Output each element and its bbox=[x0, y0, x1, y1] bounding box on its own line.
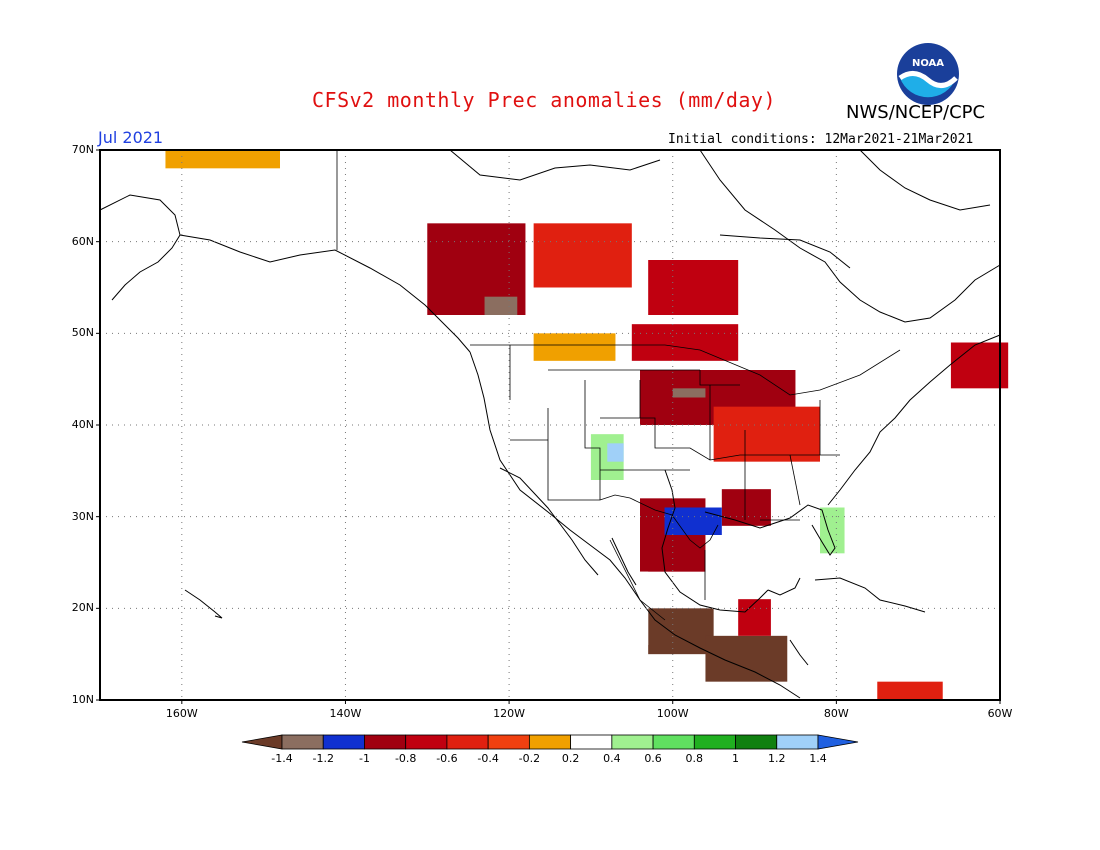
colorbar-label: -0.4 bbox=[477, 752, 499, 765]
colorbar-label: 0.2 bbox=[561, 752, 580, 765]
anomaly-cell-7 bbox=[713, 406, 820, 462]
colorbar-right-arrow bbox=[817, 734, 859, 750]
anomaly-cell-12 bbox=[705, 635, 788, 682]
anomaly-cell-19 bbox=[165, 150, 280, 169]
colorbar-label: 0.4 bbox=[603, 752, 621, 765]
colorbar-label: 0.8 bbox=[685, 752, 704, 765]
colorbar-left-arrow bbox=[241, 734, 283, 750]
anomaly-cell-2 bbox=[533, 223, 632, 288]
noaa-logo: NOAA bbox=[897, 43, 959, 105]
colorbar-box bbox=[322, 734, 365, 750]
lon-label: 80W bbox=[823, 707, 849, 720]
colorbar-box bbox=[405, 734, 448, 750]
colorbar-label: 1.2 bbox=[768, 752, 786, 765]
anomaly-cell-1 bbox=[484, 296, 518, 315]
colorbar-label: -1 bbox=[358, 752, 370, 765]
noaa-logo-text: NOAA bbox=[912, 58, 944, 69]
colorbar-box bbox=[364, 734, 407, 750]
colorbar-label: 1.4 bbox=[809, 752, 827, 765]
colorbar-label: 1 bbox=[732, 752, 740, 765]
lon-label: 160W bbox=[165, 707, 198, 720]
anomaly-cell-14 bbox=[950, 342, 1009, 389]
colorbar bbox=[241, 734, 859, 750]
lat-label: 70N bbox=[71, 143, 94, 156]
axis-ticks bbox=[96, 149, 1001, 704]
lon-label: 100W bbox=[656, 707, 689, 720]
lon-label: 140W bbox=[329, 707, 362, 720]
colorbar-box bbox=[735, 734, 778, 750]
colorbar-box bbox=[446, 734, 489, 750]
chart-title: CFSv2 monthly Prec anomalies (mm/day) bbox=[312, 88, 777, 112]
graticule bbox=[100, 150, 1000, 700]
lon-label: 120W bbox=[493, 707, 526, 720]
colorbar-box bbox=[611, 734, 654, 750]
political-borders bbox=[336, 150, 901, 621]
forecast-month: Jul 2021 bbox=[98, 128, 164, 147]
colorbar-label: -0.8 bbox=[394, 752, 417, 765]
colorbar-box bbox=[281, 734, 324, 750]
anomaly-cell-3 bbox=[648, 260, 739, 315]
colorbar-box bbox=[693, 734, 736, 750]
lat-label: 50N bbox=[71, 326, 94, 340]
anomaly-cell-6 bbox=[672, 388, 706, 398]
lat-label: 20N bbox=[71, 601, 94, 615]
colorbar-label: -1.4 bbox=[271, 752, 293, 765]
colorbar-label: -0.2 bbox=[518, 752, 541, 765]
colorbar-box bbox=[487, 734, 530, 750]
anomaly-cell-11 bbox=[648, 608, 714, 655]
lat-label: 60N bbox=[71, 234, 94, 248]
colorbar-label: -1.2 bbox=[312, 752, 334, 765]
anomaly-cell-10 bbox=[664, 507, 722, 535]
colorbar-box bbox=[652, 734, 695, 750]
colorbar-box bbox=[570, 734, 613, 750]
colorbar-box bbox=[776, 734, 819, 750]
lat-label: 40N bbox=[71, 418, 94, 431]
anomaly-cell-18 bbox=[533, 333, 616, 361]
anomaly-cell-17 bbox=[607, 443, 624, 462]
colorbar-label: -0.6 bbox=[436, 752, 458, 765]
lat-label: 30N bbox=[71, 509, 94, 523]
anomaly-cell-15 bbox=[877, 681, 943, 700]
colorbar-label: 0.6 bbox=[644, 752, 662, 765]
organization-label: NWS/NCEP/CPC bbox=[846, 102, 986, 123]
anomaly-cell-4 bbox=[631, 324, 739, 361]
colorbar-box bbox=[528, 734, 572, 750]
initial-conditions: Initial conditions: 12Mar2021-21Mar2021 bbox=[668, 132, 974, 147]
lon-label: 60W bbox=[987, 707, 1013, 720]
anomaly-cell-13 bbox=[738, 599, 771, 636]
lat-label: 10N bbox=[71, 693, 94, 706]
